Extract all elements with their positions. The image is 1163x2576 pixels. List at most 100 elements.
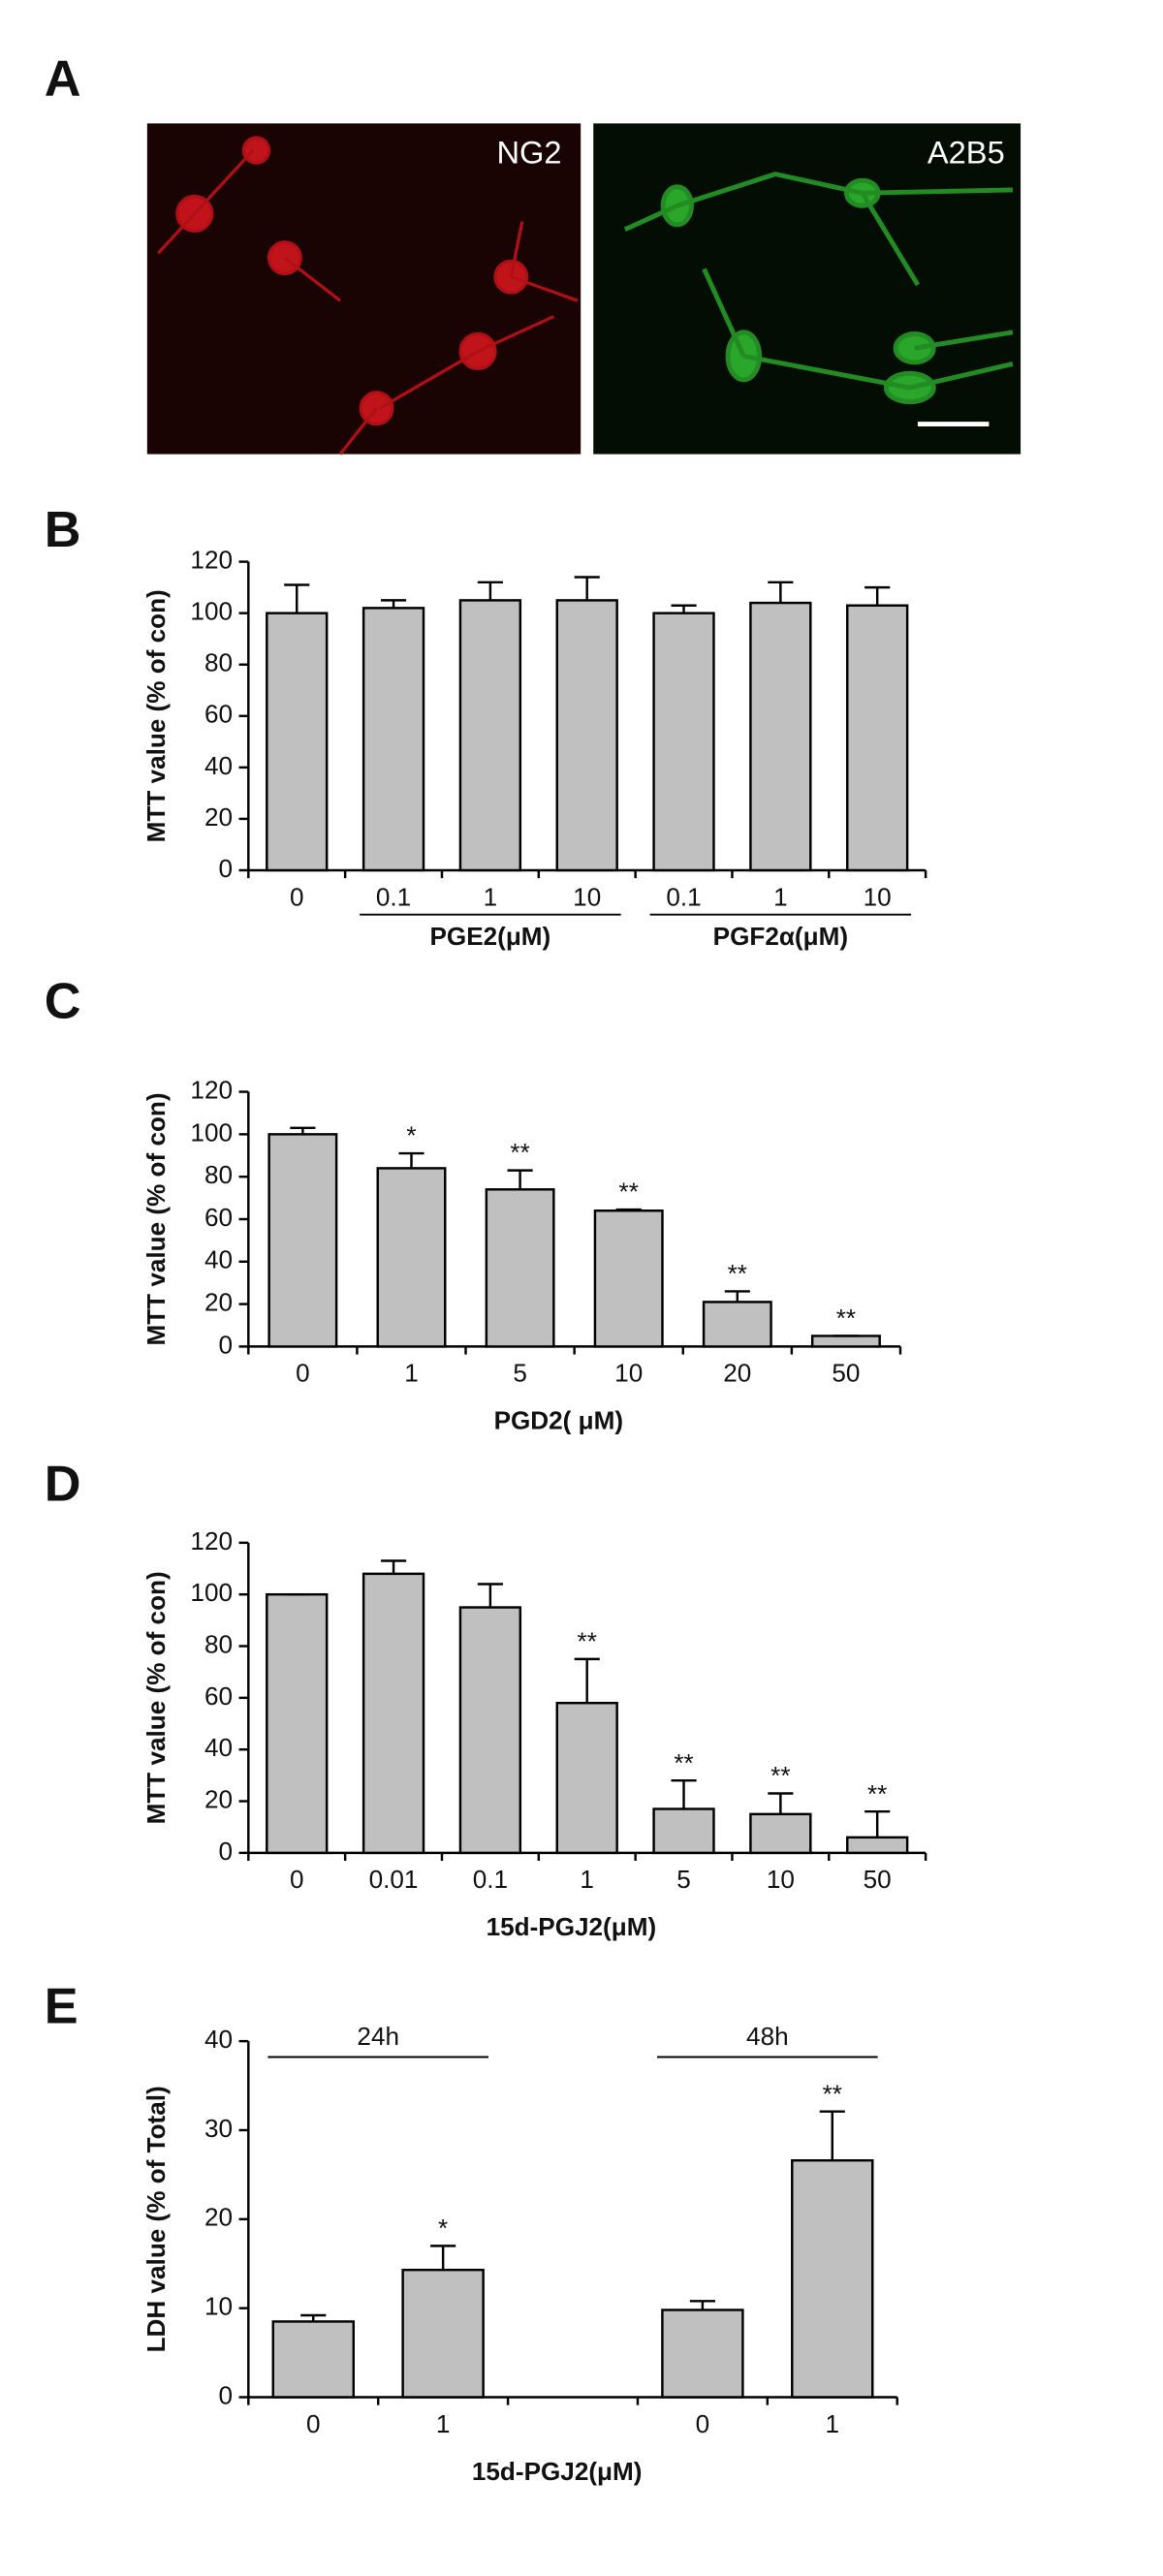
y-tick-label: 30 [204,2114,233,2143]
bar [266,1592,329,1855]
y-tick-label: 40 [204,2025,233,2054]
x-tick-label: 0 [296,1359,310,1388]
bar [458,599,522,872]
bar [376,1167,447,1348]
a2b5-image [593,123,1022,455]
y-tick-label: 40 [204,751,233,780]
significance: ** [619,1178,639,1207]
group-label: PGF2α(μM) [713,922,848,951]
error-bar [300,2313,327,2322]
bar [749,601,812,872]
bar [266,612,329,872]
y-tick-label: 20 [204,1784,233,1813]
x-tick-label: 0.1 [376,882,411,911]
y-tick-label: 100 [190,1578,233,1607]
bar [791,2158,874,2399]
error-bar [724,1290,750,1303]
y-tick-label: 80 [204,648,233,677]
y-tick-label: 20 [204,802,233,832]
x-tick-label: 0 [306,2409,321,2438]
y-tick-label: 20 [204,1288,233,1317]
x-tick-label: 1 [773,882,788,911]
y-axis-title: MTT value (% of con) [141,1092,171,1345]
y-tick-label: 60 [204,1681,233,1711]
significance: ** [770,1761,790,1790]
error-bar [689,2300,715,2310]
x-tick-label: 5 [513,1359,527,1388]
bar [846,604,909,872]
y-tick-label: 60 [204,700,233,729]
x-tick-label: 0.1 [473,1865,508,1894]
x-axis-title: 15d-PGJ2(μM) [472,2457,643,2486]
y-tick-label: 0 [218,2380,233,2409]
x-tick-label: 10 [573,882,601,911]
error-bar [574,576,600,601]
significance: ** [578,1626,597,1655]
y-tick-label: 100 [190,1117,233,1147]
y-tick-label: 120 [190,1075,233,1104]
x-tick-label: 1 [484,882,498,911]
significance: * [438,2214,448,2243]
bar [661,2309,744,2399]
significance: ** [674,1748,693,1777]
bar [810,1335,881,1348]
bar [267,1133,338,1348]
error-bar [768,581,794,604]
bar [361,1572,425,1855]
ng2-cells [157,136,579,456]
panel-label: D [45,1457,81,1513]
group-label: PGE2(μM) [429,922,550,951]
y-axis-title: MTT value (% of con) [141,589,171,842]
x-tick-label: 0 [290,1865,304,1894]
bar [555,599,618,872]
bar [702,1301,772,1348]
panel-label: C [45,974,81,1030]
y-tick-label: 0 [218,1330,233,1359]
error-bar [574,1657,600,1704]
y-tick-label: 40 [204,1245,233,1274]
significance: ** [836,1304,856,1333]
bar [555,1701,618,1855]
y-axis-title: LDH value (% of Total) [141,2086,171,2352]
x-tick-label: 0 [290,882,304,911]
group-label: 24h [357,2022,399,2051]
y-tick-label: 120 [190,1526,233,1555]
y-axis-title: MTT value (% of con) [141,1571,171,1824]
x-tick-label: 0.01 [369,1865,419,1894]
error-bar [864,1809,891,1838]
error-bar [398,1151,424,1169]
significance: ** [728,1259,747,1288]
y-tick-label: 80 [204,1160,233,1189]
y-tick-label: 60 [204,1203,233,1232]
error-bar [477,1583,503,1608]
significance: ** [867,1779,887,1808]
bar [485,1188,555,1348]
significance: * [406,1121,416,1150]
bar [652,612,715,872]
error-bar [477,581,503,601]
bar [846,1836,909,1855]
significance: ** [510,1138,529,1167]
error-bar [768,1792,794,1814]
image-label: A2B5 [927,135,1005,171]
error-bar [381,599,407,609]
group-label: 48h [746,2022,789,2051]
error-bar [671,604,697,613]
y-tick-label: 10 [204,2292,233,2321]
panel-label: A [45,51,81,108]
error-bar [284,583,310,613]
error-bar [819,2110,845,2161]
x-tick-label: 1 [580,1865,594,1894]
x-tick-label: 1 [436,2409,451,2438]
panel-label: B [45,502,81,558]
error-bar [381,1559,407,1574]
y-tick-label: 120 [190,546,233,575]
x-tick-label: 1 [404,1359,419,1388]
y-tick-label: 80 [204,1629,233,1658]
error-bar [290,1126,316,1135]
bar [652,1807,715,1855]
y-tick-label: 0 [218,1837,233,1866]
image-label: NG2 [496,135,561,171]
